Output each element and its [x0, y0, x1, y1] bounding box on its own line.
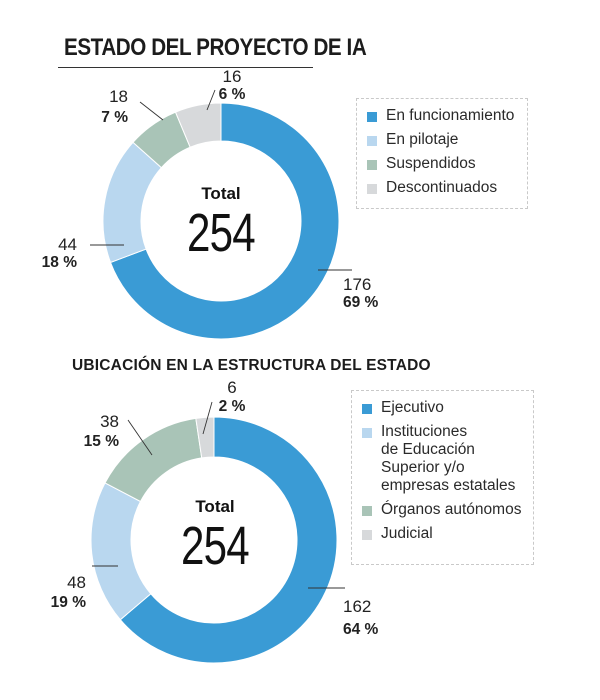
data-label-percent: 7 % [101, 109, 128, 126]
legend-item: En funcionamiento [367, 107, 517, 125]
chart2-title: UBICACIÓN EN LA ESTRUCTURA DEL ESTADO [72, 357, 431, 374]
chart2-total-label: Total [195, 497, 235, 516]
data-label-value: 38 [100, 412, 119, 431]
legend-line: Superior y/o [381, 459, 465, 476]
legend-swatch [367, 136, 377, 146]
data-label-value: 176 [343, 275, 371, 294]
legend-item: Suspendidos [367, 155, 517, 173]
data-label-value: 44 [58, 235, 77, 254]
data-label-percent: 19 % [51, 594, 87, 611]
legend-item: Ejecutivo [362, 399, 523, 417]
donut-slice-2-1 [119, 416, 338, 664]
legend-item: Judicial [362, 525, 523, 543]
legend-line: Instituciones [381, 423, 468, 440]
data-label-value: 6 [227, 378, 236, 397]
donut-slice-1-4 [174, 102, 222, 148]
legend-label: Órganos autónomos [381, 501, 522, 518]
legend-item: Órganos autónomos [362, 501, 523, 519]
legend-line: empresas estatales [381, 477, 516, 494]
donut-slice-1-1 [109, 102, 340, 340]
data-label-percent: 69 % [343, 294, 379, 311]
leader-line [206, 89, 216, 111]
chart2-legend: Ejecutivo Instituciones de Educación Sup… [351, 390, 534, 565]
legend-label: Suspendidos [386, 155, 476, 172]
legend-label-multiline: Instituciones de Educación Superior y/o … [381, 423, 515, 495]
legend-item: En pilotaje [367, 131, 517, 149]
leader-line [139, 101, 164, 121]
data-label-value: 18 [109, 87, 128, 106]
legend-swatch [362, 404, 372, 414]
donut-slice-2-3 [104, 417, 203, 503]
data-label-percent: 18 % [42, 254, 78, 271]
legend-swatch [367, 184, 377, 194]
chart1-total-value: 254 [187, 203, 256, 263]
chart2-total-value: 254 [181, 516, 250, 576]
legend-item: Instituciones de Educación Superior y/o … [362, 423, 523, 495]
leader-line [127, 419, 153, 456]
legend-label: Judicial [381, 525, 433, 542]
data-label-percent: 64 % [343, 621, 379, 638]
chart1-title: ESTADO DEL PROYECTO DE IA [64, 34, 367, 61]
legend-swatch [367, 160, 377, 170]
legend-item: Descontinuados [367, 179, 517, 197]
data-label-value: 162 [343, 597, 371, 616]
chart1-legend: En funcionamiento En pilotaje Suspendido… [356, 98, 528, 209]
legend-label: Ejecutivo [381, 399, 444, 416]
data-label-percent: 15 % [84, 433, 120, 450]
legend-label: Descontinuados [386, 179, 498, 196]
data-label-value: 16 [223, 67, 242, 86]
legend-line: de Educación [381, 441, 475, 458]
legend-swatch [362, 530, 372, 540]
legend-swatch [362, 428, 372, 438]
legend-label: En funcionamiento [386, 107, 515, 124]
chart1-total-label: Total [201, 184, 241, 203]
data-label-percent: 2 % [219, 398, 246, 415]
legend-swatch [362, 506, 372, 516]
legend-swatch [367, 112, 377, 122]
data-label-value: 48 [67, 573, 86, 592]
donut-slice-2-2 [90, 482, 152, 621]
leader-line [202, 401, 213, 435]
donut-slice-2-4 [195, 416, 215, 459]
title-underline [58, 67, 313, 68]
legend-label: En pilotaje [386, 131, 459, 148]
data-label-percent: 6 % [219, 86, 246, 103]
